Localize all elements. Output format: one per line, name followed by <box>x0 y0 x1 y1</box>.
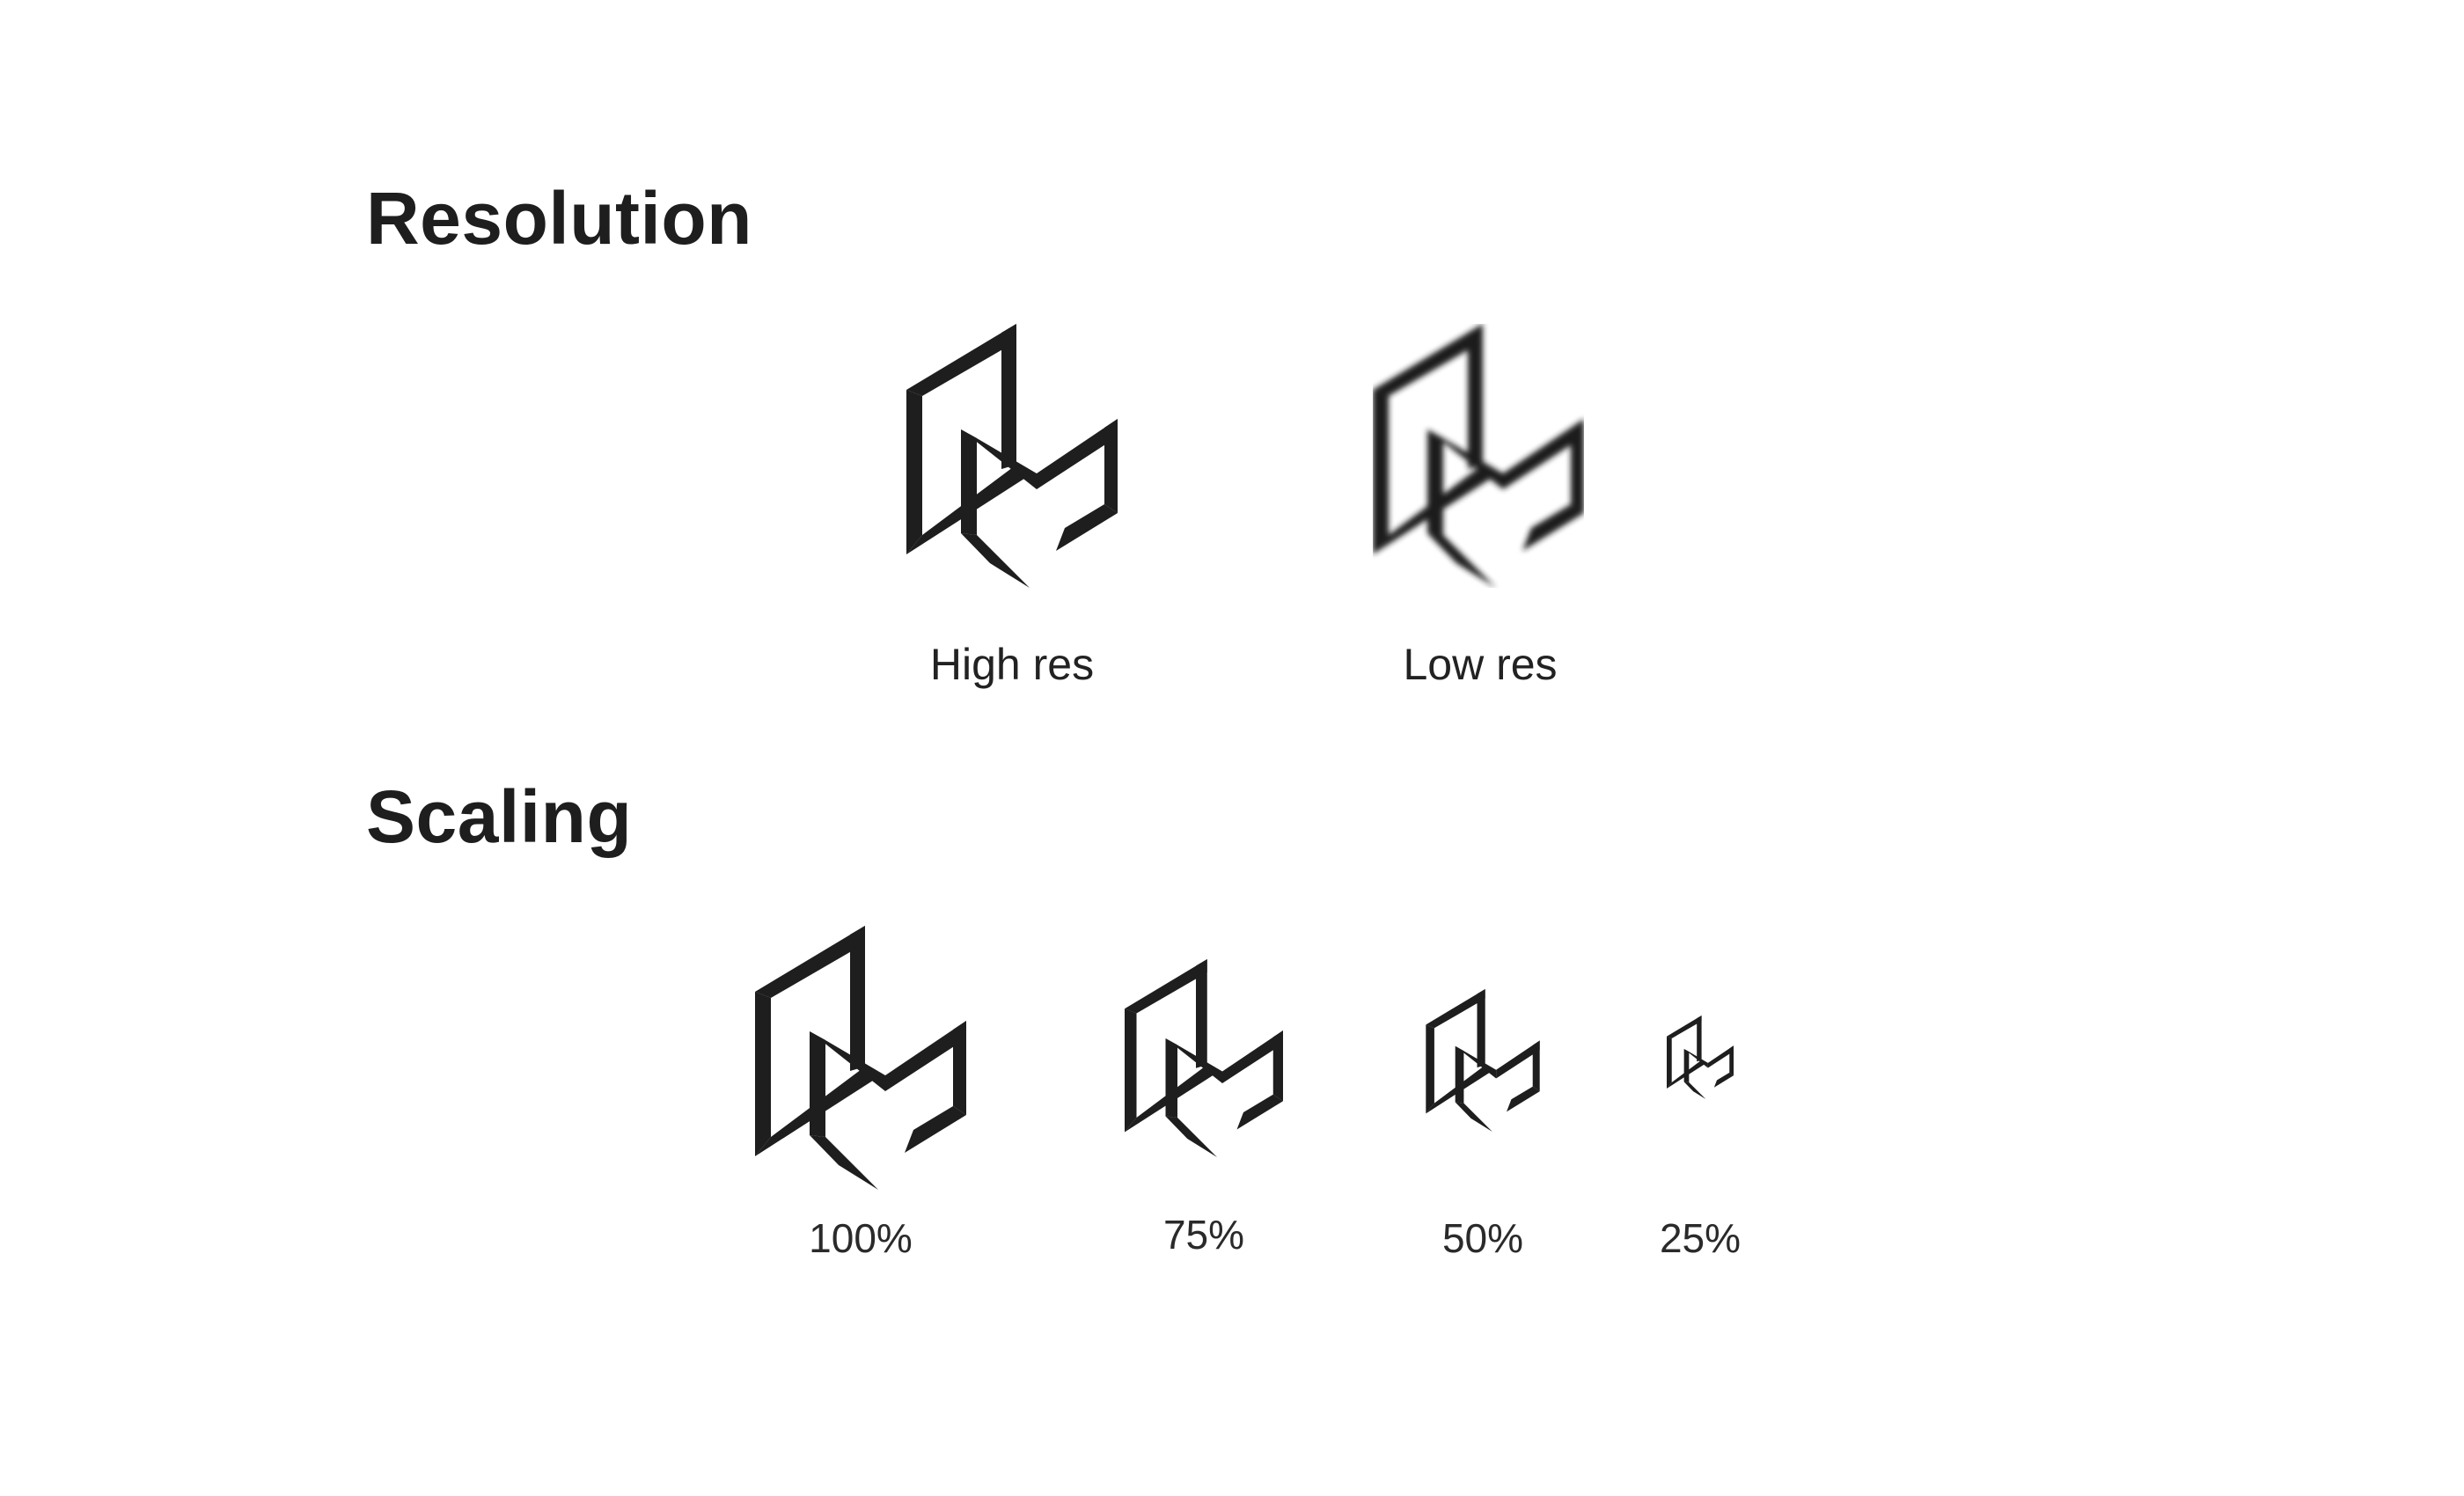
caption-50: 50% <box>1441 1215 1524 1261</box>
logo-mark-25-icon <box>1667 1016 1734 1099</box>
caption-high-res: High res <box>929 640 1095 689</box>
logo-mark-100-icon <box>755 926 966 1190</box>
brand-logo-mark-icon <box>906 324 1118 588</box>
logo-mark-50-icon <box>1426 989 1540 1132</box>
caption-low-res: Low res <box>1403 640 1558 689</box>
caption-25: 25% <box>1659 1215 1742 1261</box>
section-title-scaling: Scaling <box>366 775 633 858</box>
caption-100: 100% <box>809 1215 913 1261</box>
caption-75: 75% <box>1162 1212 1245 1258</box>
section-title-resolution: Resolution <box>366 177 752 260</box>
logo-mark-75-icon <box>1125 959 1283 1157</box>
brand-logo-mark-blurred-icon <box>1373 324 1584 588</box>
